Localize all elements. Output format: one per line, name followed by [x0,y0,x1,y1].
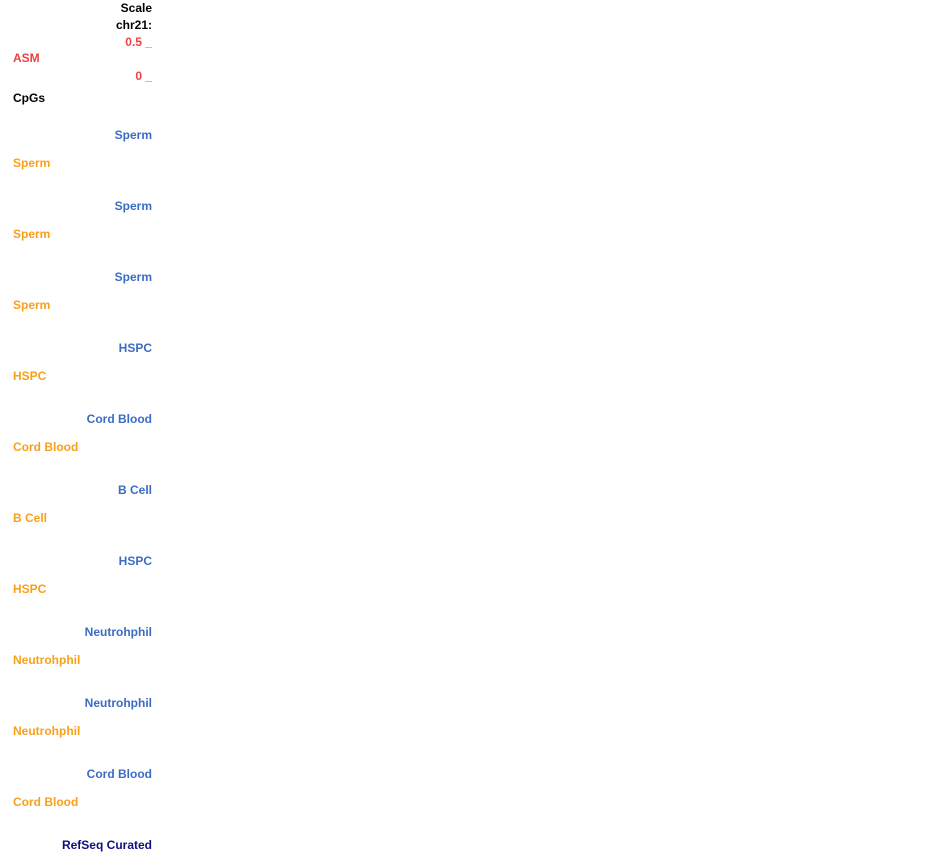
track-side-label[interactable]: Neutrohphil [13,653,81,667]
cpg-track-label[interactable]: CpGs [13,91,46,105]
asm-min-value-label: 0 _ [135,69,152,83]
chrom-position-label: chr21: [115,18,152,32]
track-center-label[interactable]: Sperm [114,270,152,284]
track-center-label[interactable]: HSPC [118,341,152,355]
track-center-label[interactable]: Neutrohphil [84,625,152,639]
track-center-label[interactable]: Neutrohphil [84,696,152,710]
scale-label: Scale [120,1,152,15]
track-side-label[interactable]: HSPC [13,582,47,596]
track-side-label[interactable]: B Cell [13,511,48,525]
track-center-label[interactable]: Cord Blood [86,767,152,781]
track-center-label[interactable]: Cord Blood [86,412,152,426]
track-center-label[interactable]: Sperm [114,199,152,213]
track-center-label[interactable]: HSPC [118,554,152,568]
track-side-label[interactable]: Sperm [13,156,51,170]
refseq-track-label[interactable]: RefSeq Curated [61,838,152,852]
track-center-label[interactable]: Sperm [114,128,152,142]
track-side-label[interactable]: Sperm [13,298,51,312]
track-side-label[interactable]: HSPC [13,369,47,383]
track-side-label[interactable]: Cord Blood [13,440,79,454]
track-side-label[interactable]: Cord Blood [13,795,79,809]
track-side-label[interactable]: Sperm [13,227,51,241]
asm-max-value-label: 0.5 _ [125,35,152,49]
asm-track-label[interactable]: ASM [13,51,40,65]
track-center-label[interactable]: B Cell [117,483,152,497]
track-side-label[interactable]: Neutrohphil [13,724,81,738]
